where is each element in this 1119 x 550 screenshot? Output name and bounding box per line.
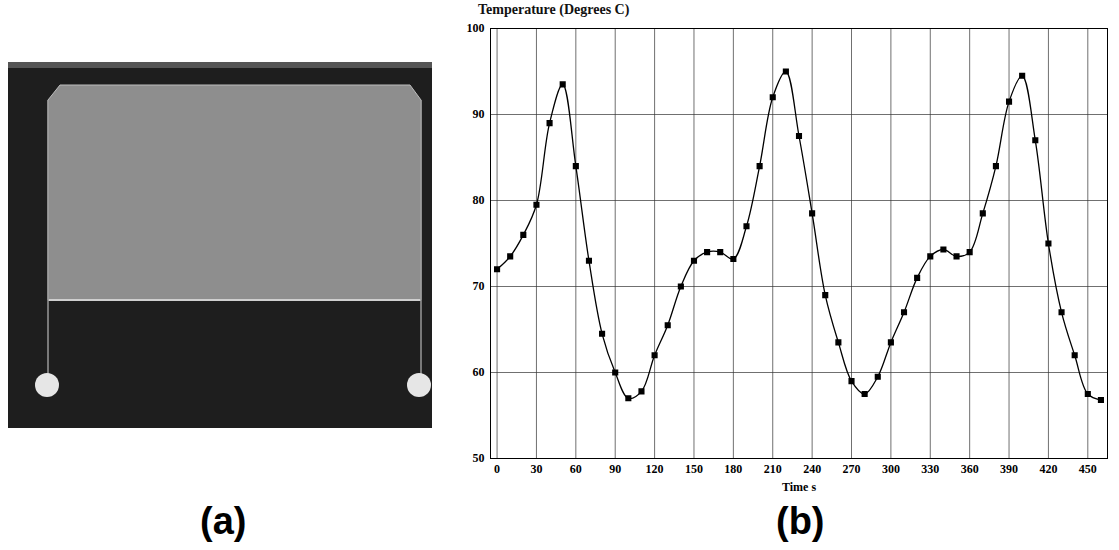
svg-text:Time s: Time s (782, 480, 816, 494)
svg-text:80: 80 (473, 193, 485, 207)
svg-text:150: 150 (685, 462, 703, 476)
svg-text:180: 180 (724, 462, 742, 476)
svg-text:270: 270 (843, 462, 861, 476)
svg-text:90: 90 (609, 462, 621, 476)
html-text:(a): (a) (200, 500, 247, 542)
svg-text:240: 240 (803, 462, 821, 476)
svg-text:30: 30 (530, 462, 542, 476)
svg-text:50: 50 (473, 451, 485, 465)
svg-text:300: 300 (882, 462, 900, 476)
svg-text:70: 70 (473, 279, 485, 293)
svg-text:0: 0 (494, 462, 500, 476)
svg-text:210: 210 (764, 462, 782, 476)
html-text:Temperature (Degrees C): Temperature (Degrees C) (478, 2, 630, 17)
svg-text:420: 420 (1039, 462, 1057, 476)
svg-text:450: 450 (1079, 462, 1097, 476)
svg-text:390: 390 (1000, 462, 1018, 476)
svg-text:100: 100 (467, 21, 485, 35)
svg-text:60: 60 (570, 462, 582, 476)
svg-text:330: 330 (921, 462, 939, 476)
html-text:(b): (b) (776, 500, 825, 542)
svg-text:360: 360 (961, 462, 979, 476)
svg-text:120: 120 (646, 462, 664, 476)
svg-text:90: 90 (473, 107, 485, 121)
svg-text:60: 60 (473, 365, 485, 379)
